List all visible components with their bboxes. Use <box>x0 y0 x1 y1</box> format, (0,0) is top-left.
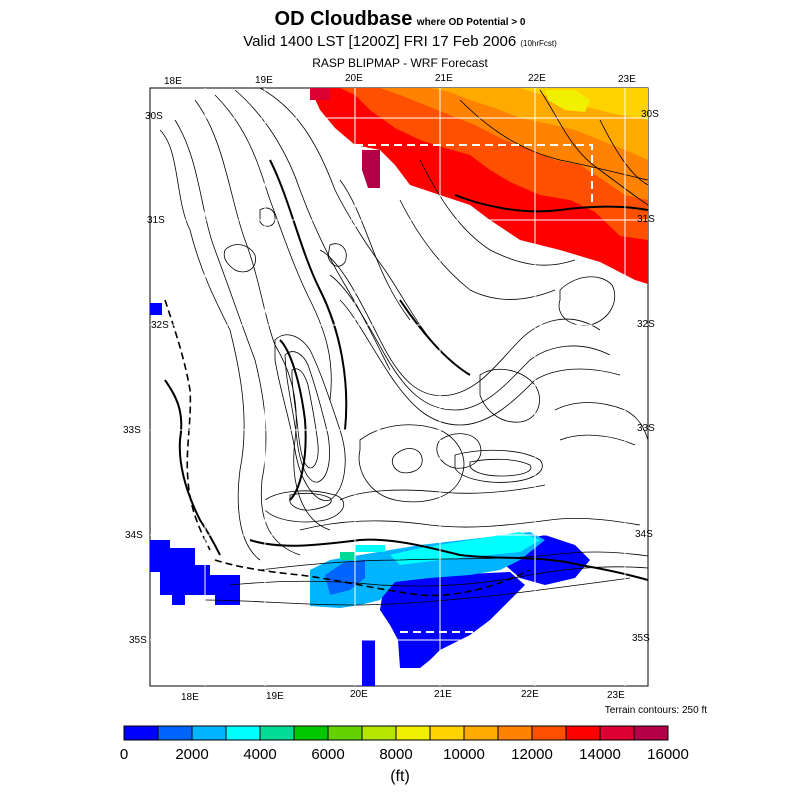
lat-label-left: 31S <box>147 215 165 226</box>
subtitle: RASP BLIPMAP - WRF Forecast <box>312 56 488 70</box>
colorbar-swatch <box>123 725 159 741</box>
lon-label-bottom: 21E <box>434 689 452 700</box>
colorbar-swatch <box>497 725 533 741</box>
colorbar-tick: 10000 <box>443 746 485 763</box>
lon-label-bottom: 19E <box>266 691 284 702</box>
colorbar-swatch <box>395 725 431 741</box>
lon-label-top: 21E <box>435 73 453 84</box>
lat-label-left: 32S <box>151 320 169 331</box>
valid-time: Valid 1400 LST [1200Z] FRI 17 Feb 2006 (… <box>0 33 800 50</box>
cloudbase-warm-field <box>310 88 648 284</box>
lat-label-right: 33S <box>637 423 655 434</box>
colorbar-swatch <box>599 725 635 741</box>
coastline <box>164 159 648 581</box>
forecast-hour: (10hrFcst) <box>520 39 557 48</box>
lat-label-right: 30S <box>641 109 659 120</box>
lon-label-bottom: 22E <box>521 689 539 700</box>
lon-label-bottom: 18E <box>181 692 199 703</box>
colorbar-unit: (ft) <box>390 768 410 785</box>
lon-label-bottom: 23E <box>607 690 625 701</box>
colorbar-swatch <box>225 725 261 741</box>
lat-label-left: 34S <box>125 530 143 541</box>
colorbar-swatch <box>429 725 465 741</box>
colorbar-tick: 8000 <box>379 746 413 763</box>
lat-label-left: 33S <box>123 425 141 436</box>
colorbar-swatch <box>157 725 193 741</box>
lon-label-top: 20E <box>345 73 363 84</box>
colorbar-tick: 14000 <box>579 746 621 763</box>
colorbar-tick: 0 <box>119 746 129 763</box>
lon-label-bottom: 20E <box>350 689 368 700</box>
lat-label-left: 35S <box>129 635 147 646</box>
colorbar-swatch <box>565 725 601 741</box>
title-note: where OD Potential > 0 <box>416 17 526 28</box>
colorbar-tick: 4000 <box>243 746 277 763</box>
lat-label-right: 32S <box>637 319 655 330</box>
terrain-note: Terrain contours: 250 ft <box>604 705 707 716</box>
lat-label-right: 34S <box>635 529 653 540</box>
lat-label-right: 31S <box>637 214 655 225</box>
colorbar-swatch <box>633 725 669 741</box>
colorbar-swatch <box>361 725 397 741</box>
lon-label-top: 19E <box>255 75 273 86</box>
colorbar-swatch <box>463 725 499 741</box>
lat-label-left: 30S <box>145 111 163 122</box>
lat-label-right: 35S <box>632 633 650 644</box>
colorbar-swatch <box>293 725 329 741</box>
lon-label-top: 18E <box>164 76 182 87</box>
lon-label-top: 22E <box>528 73 546 84</box>
map-title: OD Cloudbase where OD Potential > 0 <box>0 8 800 31</box>
title-main: OD Cloudbase <box>274 8 413 30</box>
graticule <box>150 88 648 686</box>
colorbar-swatch <box>531 725 567 741</box>
colorbar-tick: 12000 <box>511 746 553 763</box>
colorbar-swatch <box>327 725 363 741</box>
colorbar <box>123 725 669 741</box>
colorbar-swatch <box>191 725 227 741</box>
valid-text: Valid 1400 LST [1200Z] FRI 17 Feb 2006 <box>243 33 517 50</box>
colorbar-tick: 2000 <box>175 746 209 763</box>
lon-label-top: 23E <box>618 74 636 85</box>
region-box-north <box>342 144 593 205</box>
colorbar-swatch <box>259 725 295 741</box>
colorbar-tick: 6000 <box>311 746 345 763</box>
colorbar-tick: 16000 <box>647 746 689 763</box>
